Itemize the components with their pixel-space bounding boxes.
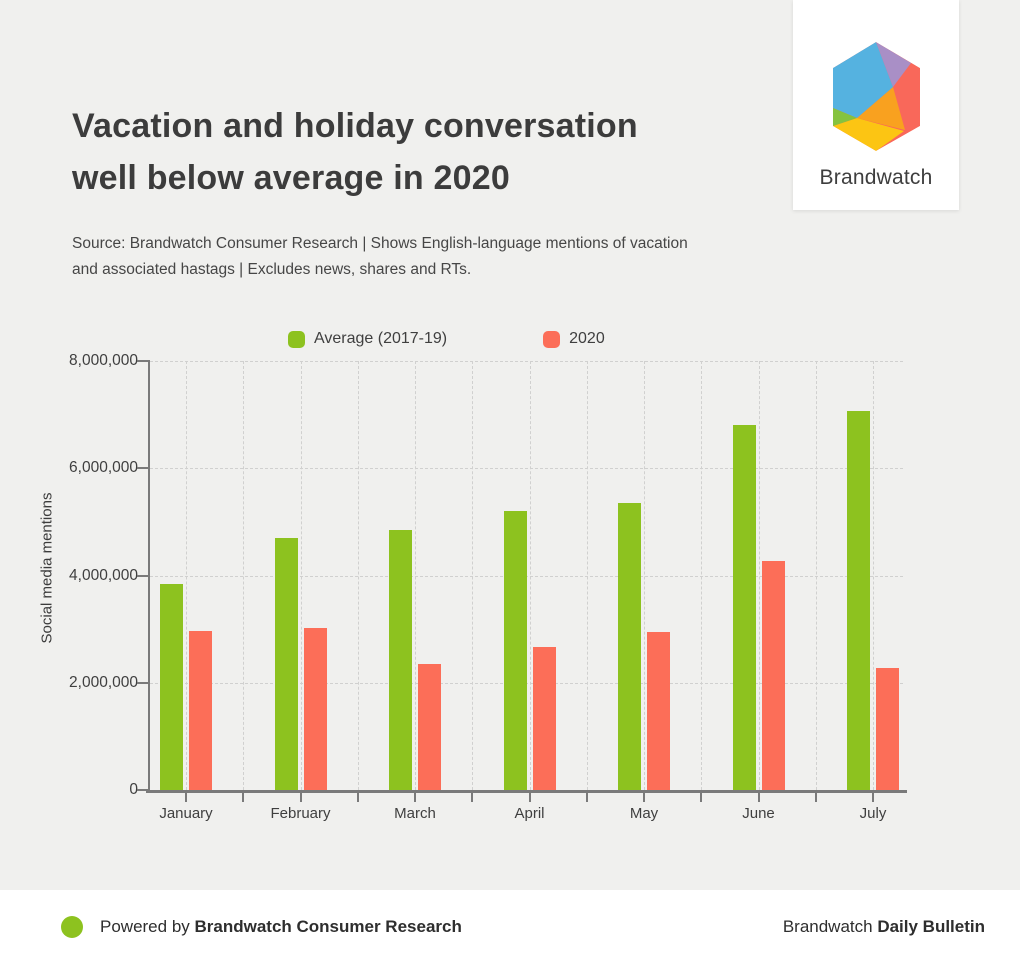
bulletin-prefix: Brandwatch — [782, 916, 878, 936]
logo-facet-green — [833, 108, 857, 126]
legend-label: Average (2017-19) — [314, 330, 448, 347]
horizontal-gridline — [150, 468, 903, 470]
horizontal-gridline — [150, 682, 903, 684]
brandwatch-hexagon-icon — [833, 42, 920, 151]
logo-facet-yellow — [833, 118, 904, 151]
bar-average — [274, 537, 298, 790]
x-tick-label: April — [514, 805, 545, 822]
powered-by-text: Powered by Brandwatch Consumer Research — [100, 917, 462, 937]
legend-marker-icon — [288, 330, 305, 348]
bar-2020 — [532, 646, 556, 790]
horizontal-gridline — [150, 361, 903, 362]
bar-2020 — [761, 561, 785, 790]
brandwatch-dot-icon — [61, 915, 83, 938]
y-tick-label: 4,000,000 — [69, 566, 138, 584]
bar-chart-plot-area: 0 2,000,000 4,000,000 6,000,000 8,000,000 Jan… — [69, 352, 907, 822]
legend-marker-icon — [543, 330, 561, 348]
legend-label: 2020 — [569, 330, 605, 347]
x-tick-mark — [528, 793, 531, 802]
powered-by-prefix: Powered by — [100, 916, 195, 936]
y-tick-label: 0 — [129, 781, 138, 798]
bar-average — [847, 411, 870, 790]
horizontal-gridline — [150, 575, 903, 577]
vertical-gridline — [186, 361, 187, 790]
x-tick-mark — [185, 793, 187, 802]
footer-bar: Powered by Brandwatch Consumer Research … — [0, 890, 1020, 963]
bar-2020 — [189, 630, 212, 790]
vertical-gridline — [415, 361, 416, 790]
vertical-gridline — [758, 361, 760, 790]
legend-item: Average (2017-19) — [288, 330, 447, 348]
vertical-gridline — [472, 361, 474, 790]
brandwatch-logo-card: Brandwatch — [793, 0, 959, 210]
x-tick-mark — [814, 793, 817, 802]
page-title: Vacation and holiday conversation well b… — [72, 107, 638, 197]
x-tick-mark — [414, 793, 416, 802]
bar-average — [389, 529, 412, 790]
vertical-gridline — [300, 361, 302, 790]
y-tick-label: 6,000,000 — [69, 459, 138, 477]
x-tick-label: January — [159, 805, 213, 822]
brandwatch-wordmark: Brandwatch — [819, 166, 933, 189]
bar-average — [732, 425, 756, 790]
bulletin-bold: Daily Bulletin — [877, 916, 985, 936]
logo-facet-blue — [833, 42, 893, 118]
vertical-gridline — [815, 361, 817, 790]
bar-2020 — [303, 628, 327, 790]
vertical-gridline — [243, 361, 245, 790]
y-tick-mark — [137, 574, 148, 577]
bar-average — [503, 510, 527, 790]
x-tick-mark — [757, 793, 760, 802]
chart-legend: Average (2017-19) 2020 — [288, 330, 605, 348]
x-tick-mark — [872, 793, 874, 802]
x-tick-label: June — [742, 805, 775, 822]
vertical-gridline — [644, 361, 645, 790]
y-tick-mark — [137, 360, 148, 362]
source-note: Source: Brandwatch Consumer Research | S… — [72, 235, 688, 278]
vertical-gridline — [586, 361, 588, 790]
y-tick-label: 2,000,000 — [69, 673, 138, 691]
vertical-gridline — [529, 361, 531, 790]
x-tick-mark — [242, 793, 245, 802]
y-axis-line — [148, 360, 150, 792]
y-tick-mark — [137, 467, 148, 470]
vertical-gridline — [873, 361, 874, 790]
x-axis-line — [146, 790, 907, 793]
y-tick-mark — [137, 789, 148, 791]
x-tick-label: February — [270, 805, 331, 822]
vertical-gridline — [357, 361, 359, 790]
logo-facet-purple — [876, 42, 911, 87]
footer-powered-by: Powered by Brandwatch Consumer Research — [61, 915, 462, 938]
bar-2020 — [647, 632, 670, 790]
x-tick-label: July — [859, 805, 887, 822]
x-tick-label: March — [394, 805, 436, 822]
bar-average — [618, 503, 641, 790]
x-tick-mark — [585, 793, 588, 802]
vertical-gridline — [701, 361, 703, 790]
x-tick-mark — [356, 793, 359, 802]
bar-2020 — [418, 663, 441, 790]
x-tick-mark — [299, 793, 302, 802]
x-tick-mark — [643, 793, 645, 802]
daily-bulletin-text: Brandwatch Daily Bulletin — [783, 917, 985, 937]
powered-by-brand: Brandwatch Consumer Research — [194, 916, 462, 936]
logo-facet-orange — [857, 87, 905, 130]
x-tick-mark — [471, 793, 474, 802]
y-tick-mark — [137, 681, 148, 684]
x-tick-mark — [700, 793, 703, 802]
legend-item: 2020 — [543, 330, 605, 348]
x-tick-label: May — [629, 805, 659, 822]
bar-average — [160, 583, 183, 790]
bar-2020 — [876, 667, 899, 790]
y-tick-label: 8,000,000 — [69, 352, 138, 369]
